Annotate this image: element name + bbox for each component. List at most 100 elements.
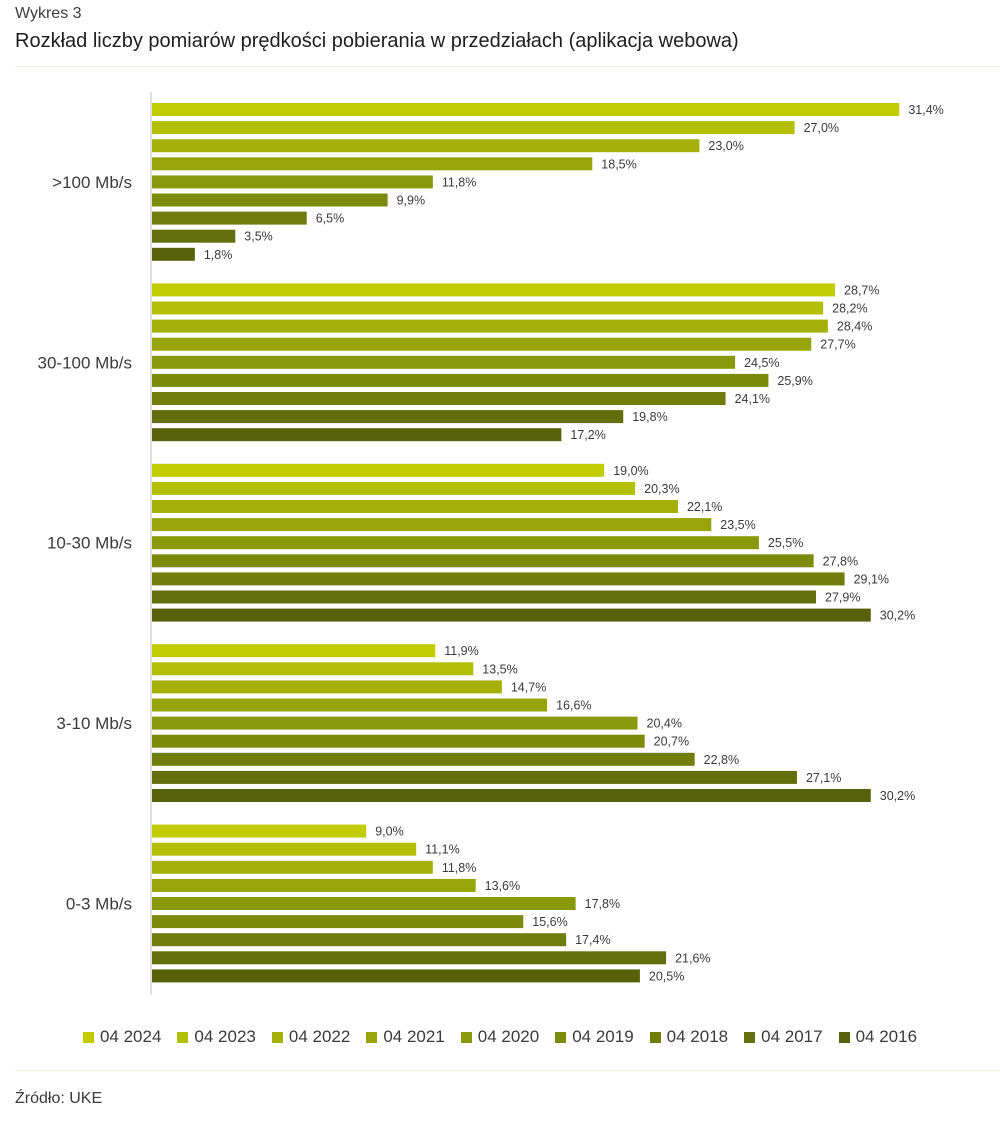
bar	[152, 752, 695, 766]
bar	[152, 842, 417, 856]
bar	[152, 933, 567, 947]
data-label: 22,8%	[704, 753, 739, 767]
data-label: 11,1%	[425, 843, 460, 857]
data-label: 27,7%	[820, 338, 855, 352]
source-note: Źródło: UKE	[15, 1090, 103, 1107]
data-label: 19,0%	[613, 464, 648, 478]
data-label: 14,7%	[511, 680, 546, 694]
data-label: 25,9%	[777, 374, 812, 388]
data-label: 17,4%	[575, 933, 610, 947]
data-label: 6,5%	[316, 212, 345, 226]
category-label: 10-30 Mb/s	[47, 534, 132, 553]
data-label: 24,1%	[735, 392, 770, 406]
bar	[152, 247, 195, 261]
category-label: >100 Mb/s	[52, 173, 132, 192]
legend-swatch	[177, 1031, 189, 1043]
data-label: 11,8%	[442, 175, 477, 189]
bar-chart: >100 Mb/s 31,4% 27,0% 23,0% 18,5% 11,8% 9,9% 6,…	[38, 92, 944, 995]
bar	[152, 103, 900, 116]
legend-swatch	[838, 1031, 850, 1043]
data-label: 29,1%	[854, 572, 889, 586]
legend-item: 04 2021	[366, 1027, 445, 1047]
legend-item: 04 2024	[82, 1027, 162, 1047]
bar	[152, 897, 576, 910]
data-label: 21,6%	[675, 951, 710, 965]
data-label: 28,2%	[832, 302, 867, 316]
legend-item: 04 2019	[555, 1027, 634, 1047]
legend-label: 04 2017	[761, 1027, 823, 1046]
data-label: 24,5%	[744, 356, 779, 370]
category-label: 30-100 Mb/s	[38, 353, 133, 372]
bar	[152, 789, 871, 802]
legend-label: 04 2018	[666, 1027, 729, 1046]
legend-item: 04 2022	[271, 1027, 351, 1047]
data-label: 11,8%	[442, 861, 477, 875]
legend-item: 04 2020	[460, 1027, 539, 1047]
data-label: 20,5%	[649, 969, 684, 983]
data-label: 28,7%	[844, 283, 879, 297]
data-label: 25,5%	[768, 536, 803, 550]
bar	[152, 554, 814, 568]
data-label: 22,1%	[687, 500, 722, 514]
legend-swatch	[82, 1031, 94, 1043]
bar	[152, 644, 436, 658]
bar	[152, 229, 236, 243]
data-label: 30,2%	[880, 609, 915, 623]
bar	[152, 951, 667, 965]
data-label: 9,9%	[397, 194, 426, 208]
top-divider	[15, 66, 1000, 67]
bar	[152, 824, 367, 838]
data-label: 20,3%	[644, 482, 679, 496]
legend-label: 04 2024	[99, 1027, 162, 1046]
data-label: 28,4%	[837, 320, 872, 334]
data-label: 27,8%	[823, 554, 858, 568]
bar	[152, 590, 817, 604]
bar	[152, 680, 502, 694]
data-label: 3,5%	[244, 230, 272, 244]
legend-label: 04 2016	[855, 1027, 918, 1046]
data-label: 16,6%	[556, 699, 591, 713]
legend-label: 04 2023	[194, 1027, 256, 1046]
data-label: 13,6%	[485, 879, 520, 893]
bottom-divider	[15, 1070, 1000, 1071]
bar	[152, 878, 476, 892]
bar	[152, 337, 812, 351]
bar	[152, 175, 433, 189]
data-label: 27,0%	[804, 121, 839, 135]
legend-swatch	[460, 1031, 472, 1043]
data-label: 20,7%	[654, 735, 689, 749]
legend-item: 04 2017	[744, 1027, 823, 1047]
chart-number-label: Wykres 3	[15, 5, 82, 22]
bar	[152, 373, 769, 387]
bar	[152, 662, 474, 676]
data-label: 11,9%	[444, 644, 479, 658]
legend-item: 04 2023	[177, 1027, 256, 1047]
bar	[152, 193, 388, 207]
data-label: 13,5%	[482, 662, 517, 676]
legend-swatch	[366, 1031, 378, 1043]
bar	[152, 157, 593, 171]
chart-legend: 04 2024 04 2023 04 2022 04 2021 04 2020 04 20…	[0, 1027, 1000, 1047]
bar	[152, 716, 638, 730]
data-label: 20,4%	[647, 717, 682, 731]
bar	[152, 319, 828, 333]
legend-label: 04 2021	[383, 1027, 445, 1046]
legend-swatch	[649, 1031, 661, 1043]
data-label: 31,4%	[908, 103, 943, 117]
data-label: 27,1%	[806, 771, 841, 785]
legend-label: 04 2022	[288, 1027, 351, 1046]
legend-item: 04 2016	[838, 1027, 918, 1047]
legend-swatch	[555, 1031, 567, 1043]
data-label: 1,8%	[204, 248, 233, 262]
bar	[152, 355, 736, 369]
legend-item: 04 2018	[649, 1027, 729, 1047]
legend-swatch	[271, 1031, 283, 1043]
bar	[152, 500, 678, 513]
data-label: 23,0%	[708, 139, 743, 153]
data-label: 18,5%	[601, 157, 636, 171]
bar	[152, 139, 700, 153]
chart-title: Rozkład liczby pomiarów prędkości pobier…	[15, 30, 739, 52]
bar	[152, 428, 562, 442]
bar	[152, 698, 548, 712]
bar	[152, 392, 726, 405]
